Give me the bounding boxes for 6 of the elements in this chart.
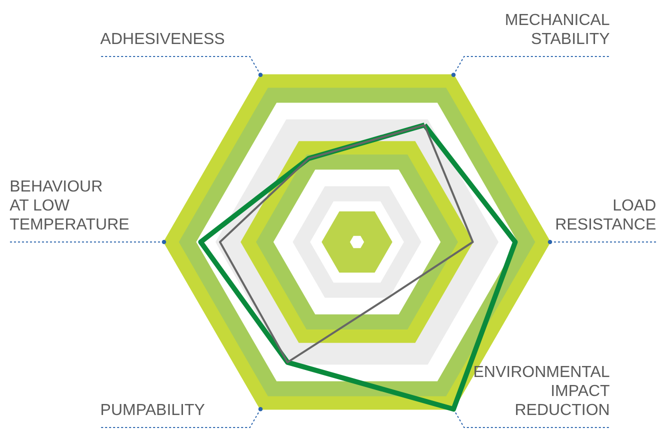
- spoke-label: ENVIRONMENTAL IMPACT REDUCTION: [473, 364, 610, 419]
- spoke-label: BEHAVIOUR AT LOW TEMPERATURE: [10, 178, 130, 234]
- spoke-label: ADHESIVENESS: [100, 30, 225, 48]
- spoke-label: MECHANICAL STABILITY: [504, 12, 610, 48]
- spoke-label: LOAD RESISTANCE: [555, 197, 656, 234]
- spoke-label: PUMPABILITY: [100, 402, 206, 419]
